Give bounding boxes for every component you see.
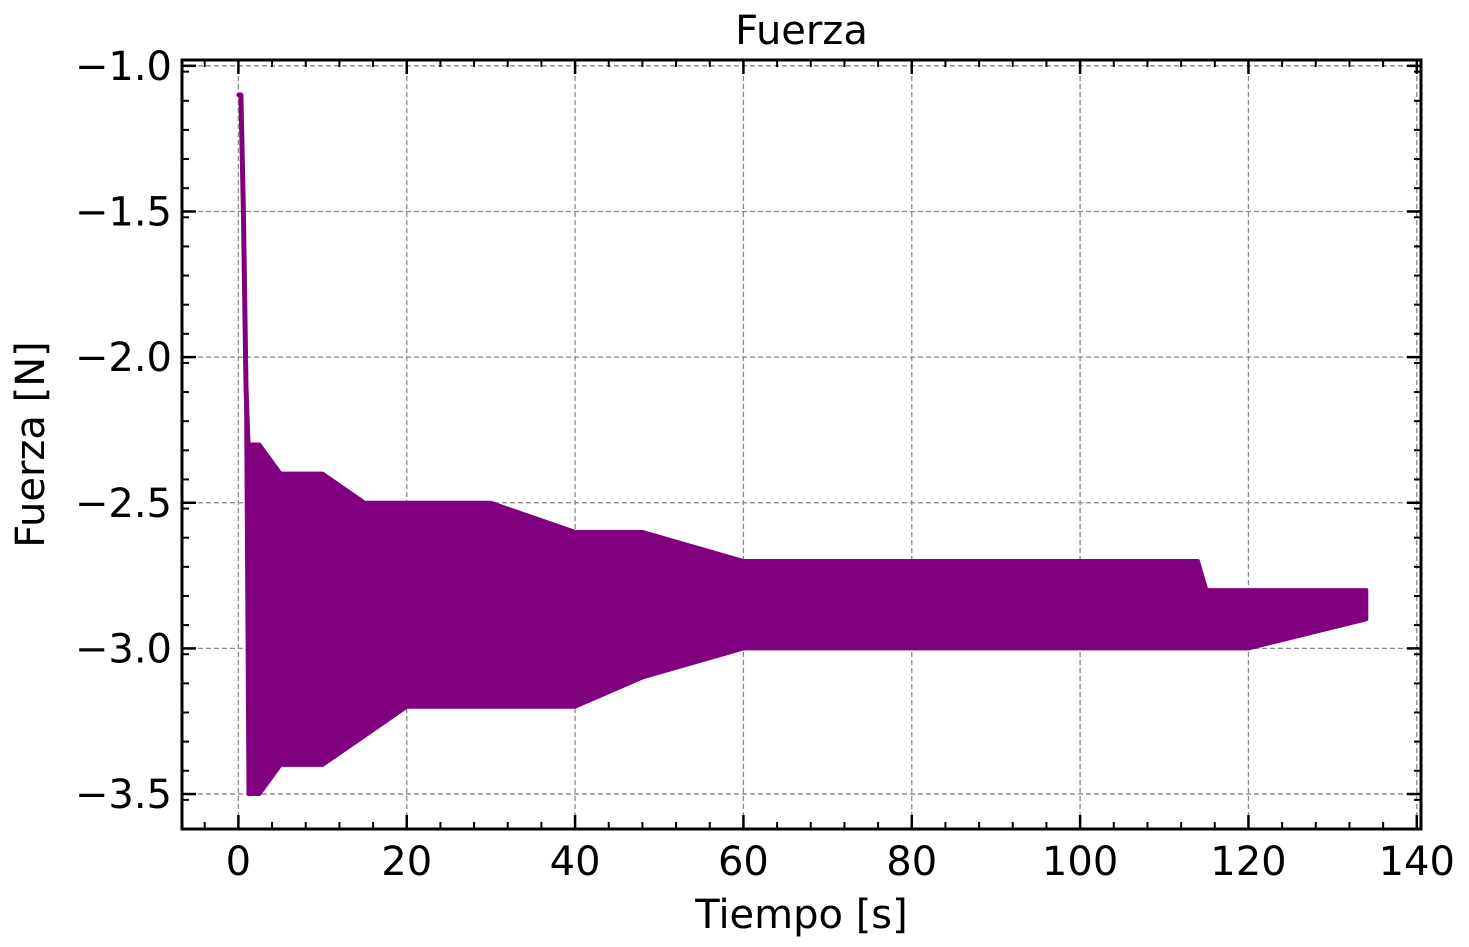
x-tick-label-2: 40 <box>550 839 601 885</box>
chart-title: Fuerza <box>735 8 868 54</box>
y-tick-label-2: −2.0 <box>75 335 172 381</box>
tick-labels: 0 20 40 60 80 100 120 140 −1.0 −1.5 −2.0 −2.5 −3.0 −3… <box>75 44 1455 885</box>
x-tick-label-7: 140 <box>1379 839 1455 885</box>
x-tick-label-5: 100 <box>1042 839 1118 885</box>
y-tick-label-4: −3.0 <box>75 626 172 672</box>
x-tick-label-6: 120 <box>1210 839 1286 885</box>
x-tick-label-1: 20 <box>381 839 432 885</box>
plot-frame <box>180 58 1423 831</box>
x-tick-label-0: 0 <box>226 839 251 885</box>
series-line-0 <box>238 92 1367 622</box>
y-tick-label-5: −3.5 <box>75 772 172 818</box>
series-envelope-0 <box>236 93 1369 796</box>
x-tick-label-3: 60 <box>718 839 769 885</box>
x-axis-label: Tiempo [s] <box>694 892 908 938</box>
y-tick-label-0: −1.0 <box>75 44 172 90</box>
y-tick-label-3: −2.5 <box>75 481 172 527</box>
series-layer <box>236 92 1369 796</box>
y-tick-label-1: −1.5 <box>75 189 172 235</box>
y-axis-label: Fuerza [N] <box>8 341 54 548</box>
x-tick-label-4: 80 <box>886 839 937 885</box>
